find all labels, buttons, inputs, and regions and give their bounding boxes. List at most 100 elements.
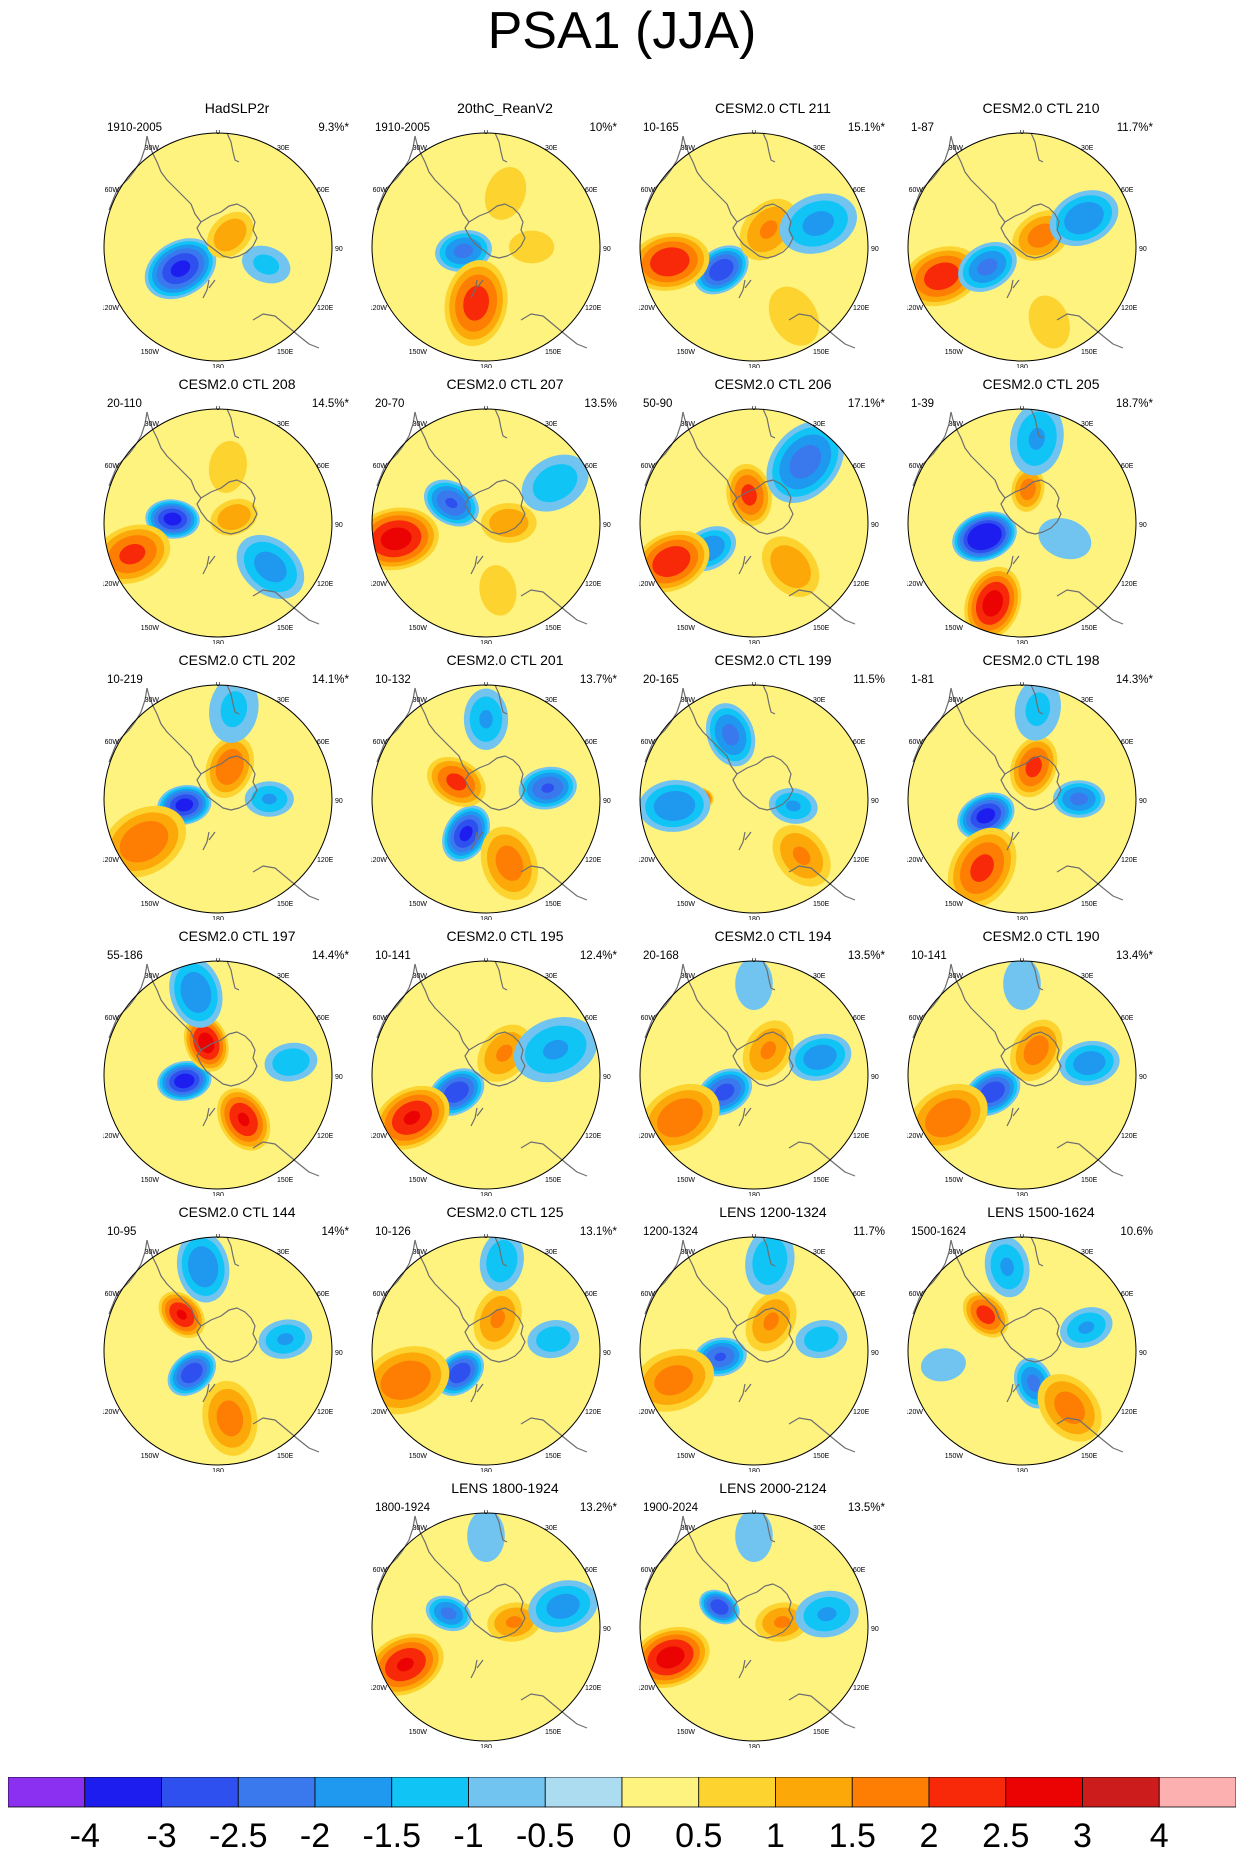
negative-anomaly-center xyxy=(640,779,711,832)
contour-band xyxy=(1023,1035,1049,1066)
negative-anomaly-center xyxy=(1049,190,1119,247)
lon-label-120e: 120E xyxy=(1121,305,1138,312)
coastlines xyxy=(912,132,1124,349)
lon-label-30e: 30E xyxy=(1081,421,1094,428)
panel-variance: 17.1%* xyxy=(847,398,885,410)
panel-period: 10-126 xyxy=(375,1226,411,1238)
lon-label-30w: 30W xyxy=(413,973,428,980)
lon-label-150w: 150W xyxy=(677,1177,696,1184)
lon-label-180: 180 xyxy=(212,1192,224,1196)
lon-label-0: 0 xyxy=(216,682,220,688)
contour-band xyxy=(709,258,734,281)
contour-band xyxy=(710,1599,729,1615)
lon-label-30e: 30E xyxy=(545,421,558,428)
panel-title: CESM2.0 CTL 201 xyxy=(446,652,564,668)
coastlines xyxy=(108,684,320,901)
positive-anomaly-center xyxy=(964,566,1022,637)
map-panel: CESM2.0 CTL 210 1-87 11.7%* 0 30W 30E 60W 60E 90… xyxy=(907,100,1175,370)
lon-label-120w: 120W xyxy=(639,1133,655,1140)
contour-band xyxy=(467,1513,505,1562)
lon-label-150e: 150E xyxy=(1081,625,1098,632)
lon-label-150w: 150W xyxy=(677,901,696,908)
lon-label-120e: 120E xyxy=(1121,857,1138,864)
lon-label-150w: 150W xyxy=(945,901,964,908)
panel-title: CESM2.0 CTL 144 xyxy=(178,1204,296,1220)
panel-variance: 13.4%* xyxy=(1115,950,1153,962)
lon-label-120w: 120W xyxy=(371,305,387,312)
lon-label-150e: 150E xyxy=(813,349,830,356)
positive-anomaly-center xyxy=(1012,210,1072,261)
lon-label-150e: 150E xyxy=(277,1453,294,1460)
lon-label-180: 180 xyxy=(1016,916,1028,920)
lon-label-120e: 120E xyxy=(1121,1133,1138,1140)
lon-label-60w: 60W xyxy=(641,463,656,470)
positive-anomaly-center xyxy=(473,1287,522,1350)
panel-variance: 10.6% xyxy=(1120,1226,1153,1238)
lon-label-30w: 30W xyxy=(145,145,160,152)
lon-label-30w: 30W xyxy=(413,1525,428,1532)
polar-map: 030W30E60W60E90W90E120W120E150W150E180 xyxy=(639,1234,879,1472)
lon-label-150e: 150E xyxy=(1081,1177,1098,1184)
negative-anomaly-center xyxy=(1003,961,1041,1010)
polar-map: 030W30E60W60E90W90E120W120E150W150E180 xyxy=(639,406,879,644)
lon-label-60e: 60E xyxy=(853,739,866,746)
colorbar-label: 2.5 xyxy=(982,1817,1029,1855)
contour-band xyxy=(773,1616,791,1629)
lon-label-120w: 120W xyxy=(371,857,387,864)
contour-band xyxy=(215,748,244,785)
lon-label-60e: 60E xyxy=(853,187,866,194)
lon-label-0: 0 xyxy=(1020,1234,1024,1240)
map-panel: CESM2.0 CTL 14410-9514%*030W30E60W60E90W… xyxy=(103,1204,371,1474)
negative-anomaly-center xyxy=(699,1589,740,1625)
contour-band xyxy=(967,523,1002,551)
panel-title: CESM2.0 CTL 194 xyxy=(714,928,832,944)
lon-label-30e: 30E xyxy=(1081,145,1094,152)
contour-band xyxy=(180,972,212,1013)
contour-band xyxy=(546,1593,580,1619)
polar-map: 030W30E60W60E90W90E120W120E150W150E180 xyxy=(907,1234,1147,1472)
lon-label-150w: 150W xyxy=(409,625,428,632)
lon-label-60w: 60W xyxy=(105,1291,120,1298)
negative-anomaly-center xyxy=(176,1237,230,1303)
lon-label-180: 180 xyxy=(480,364,492,368)
negative-anomaly-center xyxy=(1059,1040,1120,1086)
colorbar-label: 2 xyxy=(920,1817,939,1855)
lon-label-90e: 90E xyxy=(603,1626,611,1633)
contour-band xyxy=(1026,1374,1041,1392)
lon-label-30e: 30E xyxy=(813,421,826,428)
lon-label-30e: 30E xyxy=(545,1525,558,1532)
lon-label-90e: 90E xyxy=(1139,1350,1147,1357)
lon-label-150w: 150W xyxy=(945,349,964,356)
contour-band xyxy=(802,211,835,236)
panel-title: CESM2.0 CTL 211 xyxy=(715,100,831,116)
map-panel: CESM2.0 CTL 194 20-168 13.5%* 0 30W 30E 60W 60E… xyxy=(639,928,907,1198)
lon-label-30e: 30E xyxy=(813,973,826,980)
panel-period: 55-186 xyxy=(107,950,143,962)
contour-band xyxy=(213,218,247,252)
contour-band xyxy=(163,512,182,526)
lon-label-60e: 60E xyxy=(585,1015,598,1022)
panel-variance: 14.5%* xyxy=(311,398,349,410)
lon-label-150w: 150W xyxy=(945,1177,964,1184)
lon-label-150w: 150W xyxy=(677,1729,696,1736)
lon-label-60w: 60W xyxy=(105,1015,120,1022)
lon-label-120e: 120E xyxy=(317,1409,334,1416)
contour-band xyxy=(217,504,251,531)
contour-band xyxy=(1028,295,1070,349)
contour-band xyxy=(174,1073,195,1089)
lon-label-30e: 30E xyxy=(277,697,290,704)
lon-label-180: 180 xyxy=(1016,640,1028,644)
zero-level-background xyxy=(104,961,332,1189)
lon-label-0: 0 xyxy=(1020,406,1024,412)
contour-band xyxy=(198,1032,215,1054)
lon-label-0: 0 xyxy=(216,130,220,136)
lon-label-120e: 120E xyxy=(853,1685,870,1692)
lon-label-60w: 60W xyxy=(373,739,388,746)
positive-anomaly-center xyxy=(1010,1019,1063,1082)
lon-label-30e: 30E xyxy=(545,697,558,704)
lon-label-150w: 150W xyxy=(141,625,160,632)
contour-band xyxy=(759,220,778,239)
colorbar-swatch xyxy=(391,1777,469,1808)
contour-band xyxy=(170,260,191,277)
positive-anomaly-center xyxy=(508,230,555,264)
